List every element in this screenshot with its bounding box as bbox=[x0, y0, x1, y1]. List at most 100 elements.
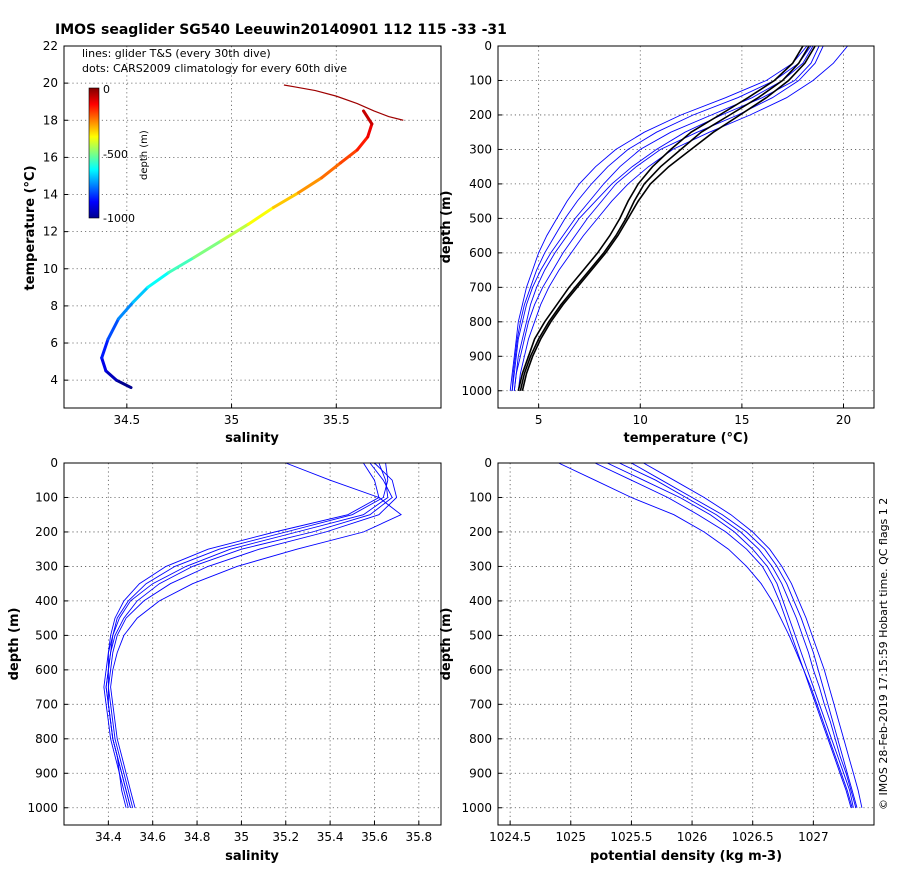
temperature-x-axis-label: temperature (°C) bbox=[623, 431, 748, 446]
temperature-y-tick-label: 800 bbox=[469, 315, 492, 329]
salinity-x-tick-label: 34.8 bbox=[184, 830, 211, 844]
ts-y-tick-label: 16 bbox=[43, 150, 58, 164]
depth-colorbar bbox=[88, 87, 100, 219]
salinity-y-tick-label: 300 bbox=[35, 559, 58, 573]
density-glider-profile-line bbox=[558, 462, 853, 808]
ts-profile-segment bbox=[100, 356, 108, 373]
salinity-y-tick-label: 200 bbox=[35, 525, 58, 539]
density-x-tick-label: 1027 bbox=[798, 830, 829, 844]
density-depth-panel: 1024.5 1025 1025.5 1026 1026.5 1027 0 100 200 300… bbox=[439, 456, 875, 864]
ts-y-tick-label: 20 bbox=[43, 76, 58, 90]
density-x-tick-label: 1025.5 bbox=[610, 830, 652, 844]
density-glider-profile-line bbox=[607, 462, 854, 808]
temperature-climatology-line bbox=[521, 45, 816, 391]
temperature-x-tick-label: 10 bbox=[633, 413, 648, 427]
salinity-x-tick-label: 35.4 bbox=[317, 830, 344, 844]
ts-x-tick-label: 35.5 bbox=[323, 413, 350, 427]
salinity-depth-panel: 34.4 34.6 34.8 35 35.2 35.4 35.6 35.8 0 100 200 300… bbox=[7, 456, 442, 864]
temperature-x-tick-label: 15 bbox=[734, 413, 749, 427]
salinity-x-tick-label: 35.2 bbox=[272, 830, 299, 844]
salinity-x-tick-label: 34.6 bbox=[139, 830, 166, 844]
temperature-climatology-line bbox=[517, 45, 804, 391]
salinity-y-tick-label: 500 bbox=[35, 628, 58, 642]
ts-x-tick-label: 35 bbox=[224, 413, 239, 427]
ts-profile-segment bbox=[297, 176, 324, 195]
temperature-y-tick-label: 400 bbox=[469, 177, 492, 191]
ts-profile-segment bbox=[131, 285, 150, 304]
temperature-y-axis-label: depth (m) bbox=[439, 191, 454, 264]
ts-diagram-panel: 34.5 35 35.5 4 6 8 10 12 14 16 18 20 22 lines: glide… bbox=[23, 39, 442, 446]
salinity-x-tick-label: 35.8 bbox=[405, 830, 432, 844]
temperature-glider-profile-line bbox=[517, 45, 848, 391]
ts-profile-segment bbox=[320, 161, 342, 180]
temperature-glider-profile-line bbox=[511, 45, 812, 391]
density-y-tick-label: 700 bbox=[469, 697, 492, 711]
ts-y-tick-label: 22 bbox=[43, 39, 58, 53]
ts-profile-segment bbox=[219, 222, 250, 243]
density-y-tick-label: 600 bbox=[469, 663, 492, 677]
density-x-tick-label: 1026 bbox=[677, 830, 708, 844]
figure-title: IMOS seaglider SG540 Leeuwin20140901 112… bbox=[55, 22, 507, 38]
density-glider-profile-line bbox=[594, 462, 852, 808]
salinity-x-tick-label: 34.4 bbox=[95, 830, 122, 844]
salinity-x-tick-label: 35 bbox=[234, 830, 249, 844]
temperature-glider-profile-line bbox=[513, 45, 824, 391]
density-glider-profile-line bbox=[643, 462, 863, 808]
density-x-tick-label: 1024.5 bbox=[489, 830, 531, 844]
density-x-tick-label: 1025 bbox=[556, 830, 587, 844]
density-x-axis-label: potential density (kg m-3) bbox=[590, 849, 782, 864]
ts-profile-segment bbox=[362, 109, 374, 126]
density-y-tick-label: 300 bbox=[469, 559, 492, 573]
ts-profile-segment bbox=[246, 206, 275, 226]
salinity-x-tick-label: 35.6 bbox=[361, 830, 388, 844]
temperature-glider-profile-line bbox=[509, 45, 808, 391]
density-y-tick-label: 200 bbox=[469, 525, 492, 539]
density-plot-frame bbox=[497, 462, 875, 826]
salinity-y-tick-label: 1000 bbox=[27, 801, 58, 815]
temperature-y-tick-label: 1000 bbox=[461, 384, 492, 398]
density-glider-profile-line bbox=[631, 462, 858, 808]
salinity-y-tick-label: 100 bbox=[35, 490, 58, 504]
salinity-y-tick-label: 600 bbox=[35, 663, 58, 677]
salinity-x-axis-label: salinity bbox=[225, 849, 279, 864]
ts-profile-segment bbox=[146, 270, 171, 289]
colorbar-tick-0: 0 bbox=[103, 83, 110, 96]
ts-x-tick-label: 34.5 bbox=[113, 413, 140, 427]
ts-profile-segment bbox=[338, 148, 359, 165]
temperature-y-tick-label: 100 bbox=[469, 73, 492, 87]
colorbar-tick-1000: -1000 bbox=[103, 212, 135, 225]
ts-profile-segment bbox=[114, 378, 133, 390]
density-y-tick-label: 1000 bbox=[461, 801, 492, 815]
density-y-tick-label: 900 bbox=[469, 766, 492, 780]
temperature-y-tick-label: 200 bbox=[469, 108, 492, 122]
density-y-tick-label: 100 bbox=[469, 490, 492, 504]
salinity-plot-frame bbox=[63, 462, 442, 826]
ts-profile-segment bbox=[355, 135, 370, 152]
density-y-tick-label: 800 bbox=[469, 732, 492, 746]
copyright-footer: © IMOS 28-Feb-2019 17:15:59 Hobart time.… bbox=[877, 498, 890, 810]
density-y-axis-label: depth (m) bbox=[439, 608, 454, 681]
ts-y-tick-label: 18 bbox=[43, 113, 58, 127]
salinity-y-axis-label: depth (m) bbox=[7, 608, 22, 681]
ts-profile-segment bbox=[366, 122, 374, 139]
temperature-y-tick-label: 700 bbox=[469, 280, 492, 294]
salinity-glider-profile-line bbox=[105, 462, 393, 808]
temperature-y-tick-label: 600 bbox=[469, 246, 492, 260]
ts-y-axis-label: temperature (°C) bbox=[23, 165, 38, 290]
ts-y-tick-label: 10 bbox=[43, 262, 58, 276]
ts-plot-frame bbox=[63, 45, 442, 409]
ts-y-tick-label: 8 bbox=[50, 299, 58, 313]
ts-y-tick-label: 6 bbox=[50, 336, 58, 350]
ts-note-dots: dots: CARS2009 climatology for every 60t… bbox=[82, 62, 347, 75]
ts-near-surface-line bbox=[283, 84, 404, 121]
temperature-climatology-line bbox=[519, 45, 810, 391]
temperature-x-tick-label: 20 bbox=[836, 413, 851, 427]
salinity-y-tick-label: 900 bbox=[35, 766, 58, 780]
density-y-tick-label: 0 bbox=[484, 456, 492, 470]
salinity-glider-profile-line bbox=[107, 462, 398, 808]
ts-profile-segment bbox=[106, 317, 120, 341]
density-x-tick-label: 1026.5 bbox=[732, 830, 774, 844]
colorbar-tick-500: -500 bbox=[103, 148, 128, 161]
ts-profile-segment bbox=[192, 239, 223, 260]
